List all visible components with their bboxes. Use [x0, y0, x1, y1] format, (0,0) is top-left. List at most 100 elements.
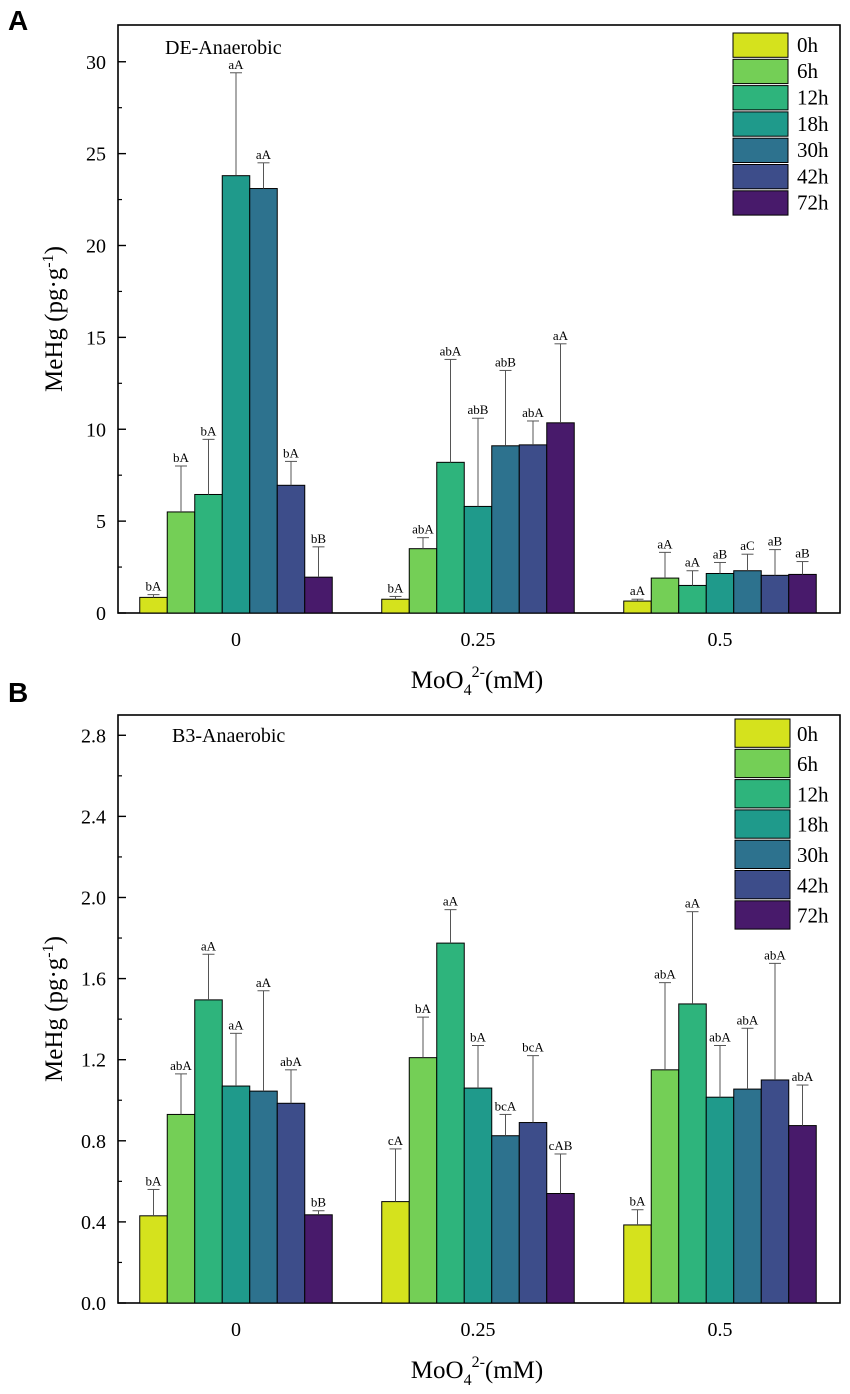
legend-swatch-42h [734, 870, 791, 900]
bar-18h-0 [221, 1085, 251, 1304]
panel-a: A 0 5 10 15 20 25 30 0 0.25 0.5 bA bA aA bA abA aA bA abA a… [8, 5, 841, 699]
bar-6h-0 [166, 1113, 196, 1304]
significance-label: bcA [495, 1098, 517, 1113]
bar-6h-0.25 [408, 548, 438, 614]
panel-b: B 0.0 0.4 0.8 1.2 1.6 2.0 2.4 2.8 0 0.25 0.5 bA cA bA a… [8, 677, 841, 1389]
legend-label-12h: 12h [797, 782, 829, 806]
significance-label: aA [685, 896, 701, 911]
y-axis-title: MeHg (pg·g-1) [40, 246, 68, 392]
y-tick-label: 2.0 [81, 887, 106, 909]
significance-label: bA [283, 445, 300, 460]
legend-label-42h: 42h [797, 873, 829, 897]
bar-6h-0.5 [650, 1069, 680, 1304]
y-tick-label: 0.0 [81, 1293, 106, 1315]
significance-label: bB [311, 1195, 327, 1210]
legend-swatch-42h [732, 164, 789, 190]
bar-18h-0 [221, 175, 251, 614]
bar-12h-0.25 [436, 461, 465, 614]
legend-swatch-12h [734, 779, 791, 809]
bar-6h-0.5 [650, 577, 680, 614]
x-tick-label: 0.25 [461, 1319, 496, 1341]
significance-label: cAB [549, 1138, 573, 1153]
legend-label-6h: 6h [797, 752, 819, 776]
significance-label: abB [468, 402, 489, 417]
significance-label: abA [737, 1012, 759, 1027]
legend-swatch-18h [732, 111, 789, 137]
bar-72h-0 [304, 1214, 333, 1304]
y-axis-title-superscript: -1 [40, 944, 57, 957]
x-tick-label: 0 [231, 629, 241, 651]
bar-0h-0 [139, 596, 168, 614]
bar-6h-0.25 [408, 1057, 438, 1304]
significance-label: aA [685, 555, 701, 570]
significance-label: aA [657, 536, 673, 551]
significance-label: bA [201, 423, 218, 438]
legend-label-6h: 6h [797, 59, 819, 83]
legend-label-72h: 72h [797, 191, 829, 215]
significance-label: aA [228, 57, 244, 72]
bar-12h-0 [194, 493, 223, 614]
y-axis-title-main: MeHg (pg·g [41, 267, 68, 392]
significance-label: bB [311, 531, 327, 546]
bar-30h-0 [249, 188, 278, 614]
bar-42h-0.5 [760, 1079, 790, 1304]
x-axis-title-base: MoO [411, 667, 464, 694]
legend-label-30h: 30h [797, 843, 829, 867]
significance-label: aB [795, 546, 810, 561]
bar-30h-0.25 [491, 445, 520, 614]
bar-0h-0.5 [623, 600, 652, 614]
significance-label: aA [201, 938, 217, 953]
y-tick-label: 2.4 [81, 806, 106, 828]
significance-label: aB [768, 534, 783, 549]
legend-label-0h: 0h [797, 33, 819, 57]
significance-label: aB [713, 546, 728, 561]
significance-label: abA [412, 522, 434, 537]
x-axis-title: MoO42-(mM) [411, 1354, 543, 1389]
x-axis-title-superscript: 2- [472, 1354, 485, 1371]
y-axis-title-end: ) [41, 246, 68, 254]
bar-42h-0 [276, 1102, 306, 1304]
significance-label: bA [146, 1173, 163, 1188]
legend-swatch-72h [734, 900, 791, 930]
y-tick-label: 1.6 [81, 969, 106, 991]
legend-label-42h: 42h [797, 164, 829, 188]
x-axis-title-base: MoO [411, 1357, 464, 1384]
legend-label-12h: 12h [797, 86, 829, 110]
legend-label-18h: 18h [797, 813, 829, 837]
bar-0h-0.25 [381, 598, 410, 614]
significance-label: abA [522, 405, 544, 420]
significance-label: aA [443, 894, 459, 909]
x-axis-title-subscript: 4 [464, 682, 472, 699]
x-tick-label: 0.5 [708, 629, 733, 651]
bar-6h-0 [166, 511, 196, 614]
x-axis-title-end: (mM) [485, 667, 543, 694]
bar-12h-0.5 [678, 584, 707, 614]
legend-swatch-0h [734, 718, 791, 748]
significance-label: abA [440, 343, 462, 358]
bar-12h-0.25 [436, 942, 465, 1304]
significance-label: aA [256, 975, 272, 990]
significance-label: abA [170, 1058, 192, 1073]
bar-42h-0 [276, 484, 306, 614]
legend-swatch-18h [734, 809, 791, 839]
y-tick-label: 5 [96, 511, 106, 533]
legend-swatch-6h [734, 748, 791, 779]
significance-label: bA [173, 450, 190, 465]
bar-72h-0.5 [788, 1125, 817, 1304]
legend-label-72h: 72h [797, 904, 829, 928]
bar-18h-0.25 [463, 505, 493, 614]
y-tick-label: 2.8 [81, 725, 106, 747]
y-tick-label: 15 [86, 327, 106, 349]
bar-30h-0.5 [733, 570, 762, 614]
significance-label: bA [630, 1194, 647, 1209]
significance-label: bA [470, 1029, 487, 1044]
x-axis-title: MoO42-(mM) [411, 664, 543, 699]
significance-label: bA [388, 580, 405, 595]
panel-letter: A [8, 5, 28, 36]
y-axis-title-end: ) [41, 936, 68, 944]
bar-30h-0 [249, 1090, 278, 1304]
bar-72h-0 [304, 576, 333, 614]
y-axis-title: MeHg (pg·g-1) [40, 936, 68, 1082]
